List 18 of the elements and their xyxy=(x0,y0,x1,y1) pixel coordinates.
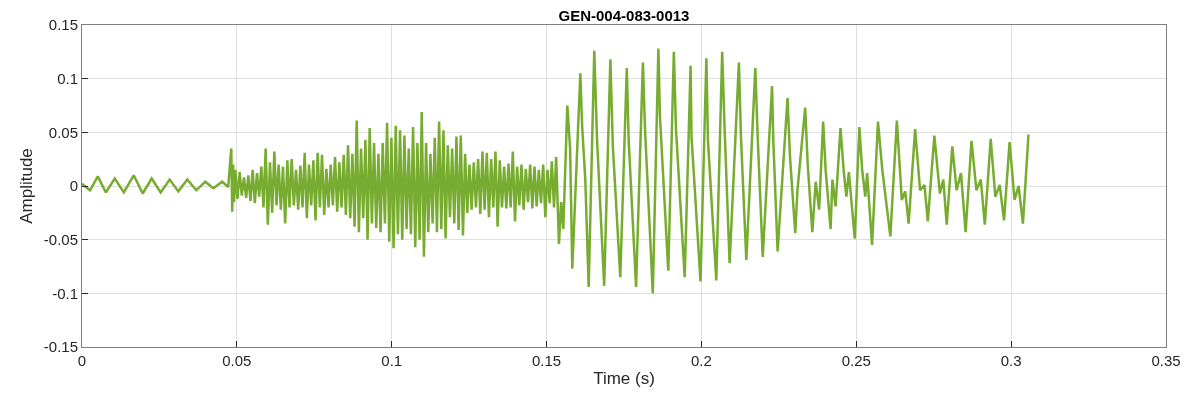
chart-title: GEN-004-083-0013 xyxy=(558,7,690,24)
y-tick-label: -0.1 xyxy=(52,284,78,302)
line-series xyxy=(82,47,1030,295)
y-tick-label: 0.05 xyxy=(48,123,78,141)
x-tick-label: 0.3 xyxy=(1000,352,1022,369)
y-tick-label: 0.15 xyxy=(48,16,78,34)
x-tick-label: 0.1 xyxy=(381,352,403,369)
x-tick-label: 0.2 xyxy=(691,352,712,369)
x-axis-title: Time (s) xyxy=(593,369,655,389)
y-tick-label: -0.15 xyxy=(43,338,78,356)
x-tick-label: 0.25 xyxy=(841,352,871,369)
y-tick-label: 0 xyxy=(69,177,78,195)
x-tick-label: 0.05 xyxy=(222,352,252,369)
y-tick-label: -0.05 xyxy=(43,230,78,248)
x-tick-label: 0.15 xyxy=(531,352,562,369)
x-tick-label: 0.35 xyxy=(1151,352,1181,369)
y-tick-label: 0.1 xyxy=(57,69,78,87)
y-axis-title: Amplitude xyxy=(17,148,37,224)
